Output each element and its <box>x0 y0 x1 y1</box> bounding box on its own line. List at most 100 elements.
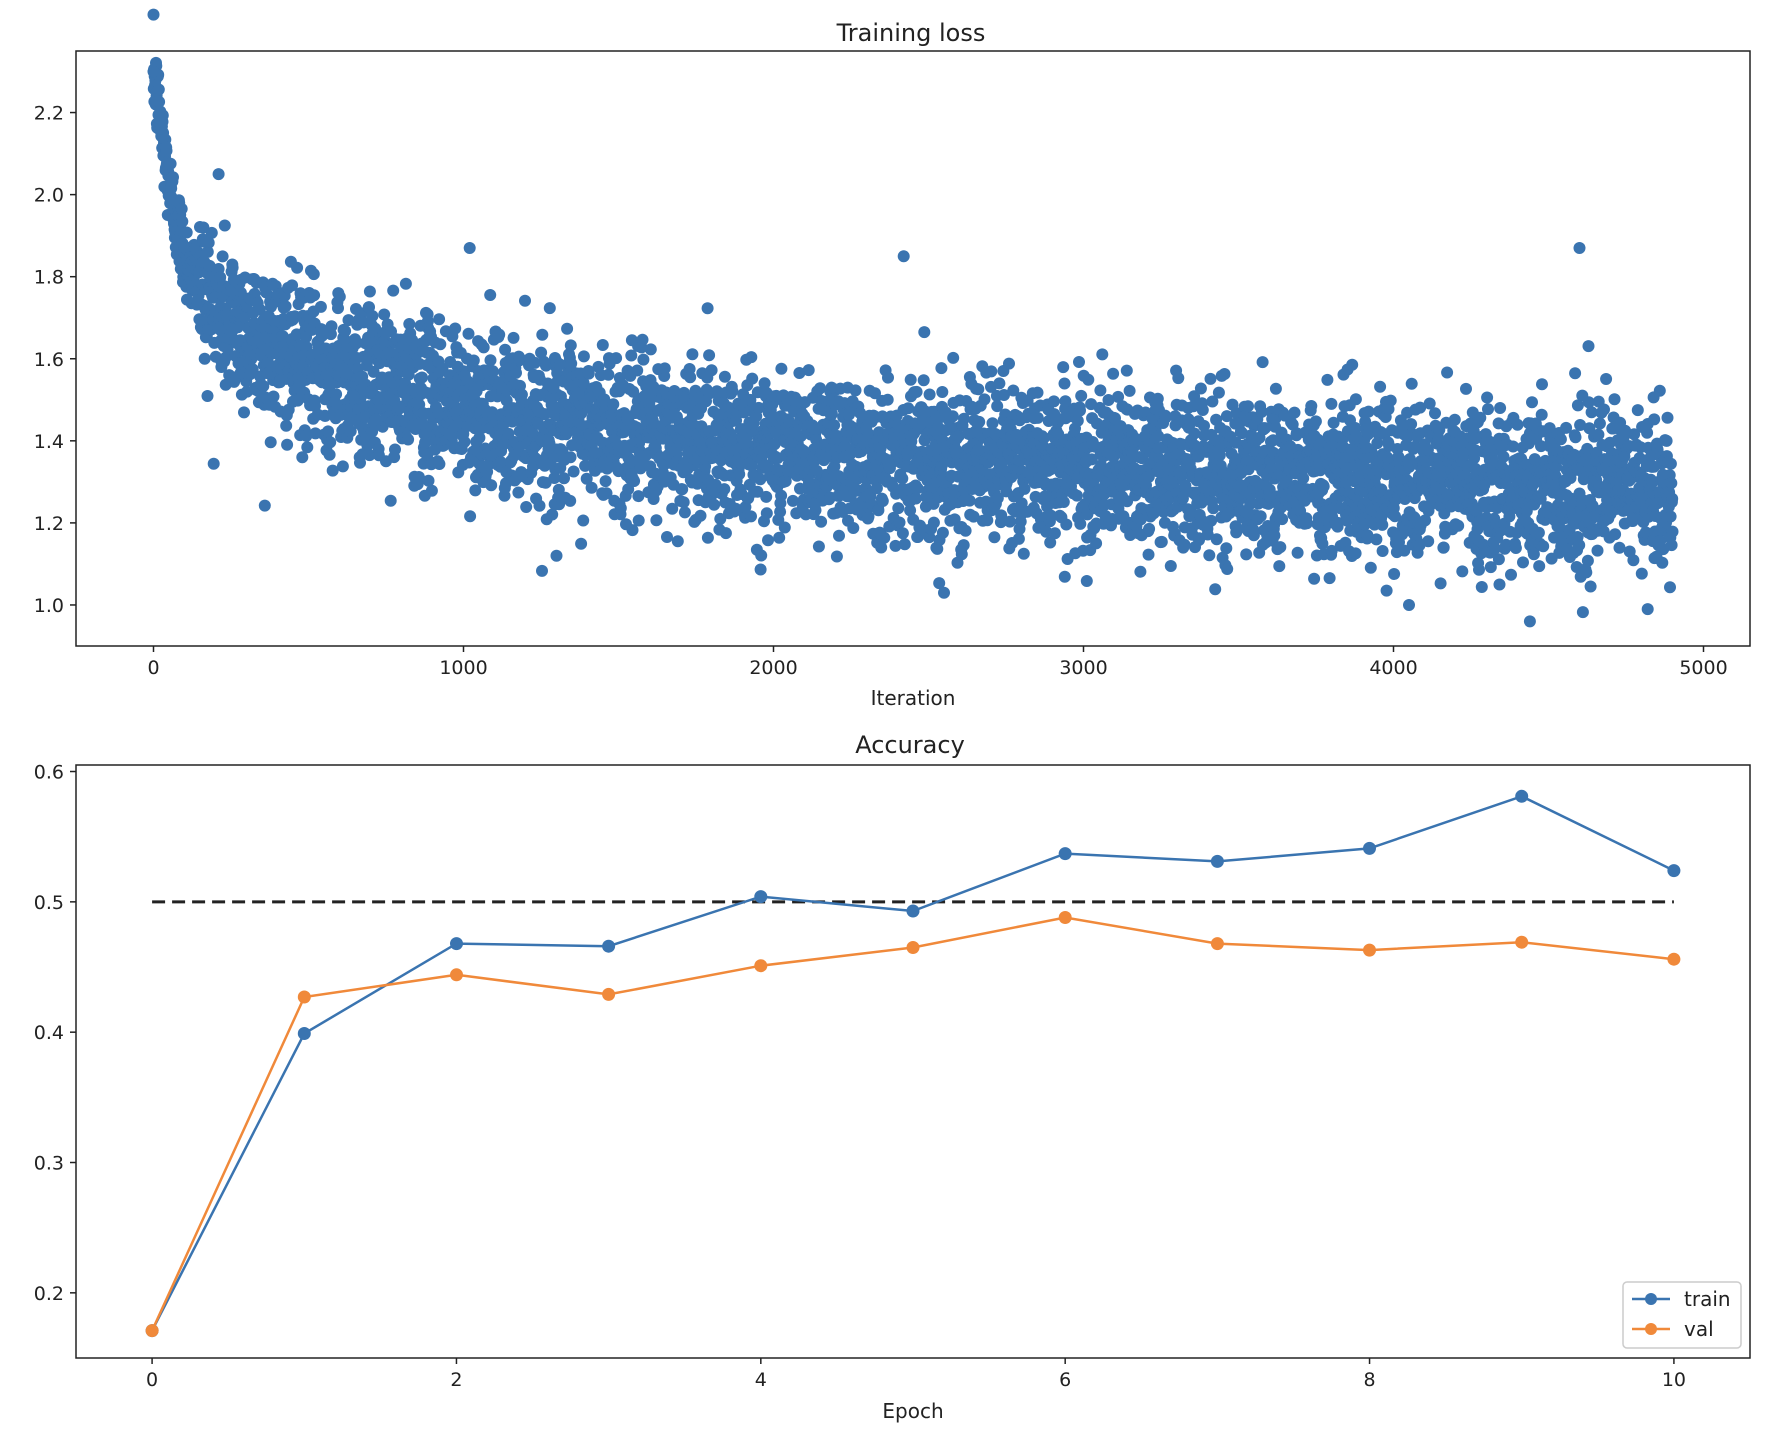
loss-point <box>1661 411 1674 424</box>
accuracy-x-tick-label: 2 <box>450 1369 462 1391</box>
loss-point <box>1242 400 1254 413</box>
loss-point <box>510 366 522 379</box>
loss-point <box>909 492 922 505</box>
loss-point <box>425 484 438 497</box>
loss-chart: Training loss 0 1000 2000 3000 4000 5000 1.01… <box>34 8 1751 710</box>
accuracy-y-tick-label: 0.4 <box>34 1022 64 1044</box>
loss-point <box>152 83 165 96</box>
loss-point <box>433 458 446 470</box>
loss-point <box>1460 382 1472 395</box>
loss-point <box>1581 554 1594 567</box>
loss-point <box>1082 373 1095 386</box>
accuracy-chart-title: Accuracy <box>855 731 965 759</box>
loss-point <box>600 487 613 500</box>
loss-point <box>1584 580 1597 593</box>
val-point <box>1058 911 1072 924</box>
loss-x-axis-label: Iteration <box>871 686 956 710</box>
loss-point <box>226 261 239 274</box>
loss-point <box>1107 367 1120 380</box>
loss-point <box>631 364 644 377</box>
loss-point <box>221 342 234 355</box>
loss-point <box>296 451 309 464</box>
loss-point <box>176 215 189 228</box>
loss-point <box>602 368 615 381</box>
loss-point <box>762 534 774 547</box>
loss-point <box>746 372 759 385</box>
loss-point <box>959 524 972 537</box>
loss-point <box>202 236 215 249</box>
loss-point <box>893 516 906 529</box>
loss-point <box>493 328 506 341</box>
loss-point <box>684 371 697 384</box>
loss-point <box>330 388 343 401</box>
loss-point <box>1048 527 1061 540</box>
val-point <box>1363 943 1376 957</box>
loss-point <box>1437 541 1450 554</box>
loss-point <box>596 339 609 351</box>
loss-point <box>973 415 986 428</box>
loss-point <box>1018 482 1031 495</box>
train-point <box>754 890 768 904</box>
loss-point <box>614 502 627 515</box>
loss-point <box>384 494 397 507</box>
loss-point <box>650 514 663 527</box>
loss-point <box>625 349 638 362</box>
loss-point <box>760 490 773 503</box>
loss-point <box>543 302 556 315</box>
loss-point <box>1591 544 1604 557</box>
loss-y-tick-label: 1.6 <box>34 349 64 371</box>
train-point <box>450 937 463 951</box>
loss-point <box>1269 382 1282 395</box>
loss-point <box>1494 402 1507 414</box>
loss-point <box>378 308 391 321</box>
loss-chart-title: Training loss <box>836 19 986 47</box>
loss-point <box>599 475 612 488</box>
loss-point <box>332 302 344 315</box>
train-point <box>1210 854 1224 868</box>
loss-point <box>628 475 641 487</box>
loss-point <box>701 302 714 315</box>
loss-point <box>577 514 590 527</box>
loss-point <box>1536 378 1548 391</box>
loss-point <box>1569 431 1582 444</box>
loss-point <box>1204 372 1217 385</box>
loss-y-tick-label: 1.2 <box>34 513 64 535</box>
train-point <box>1363 841 1376 855</box>
loss-point <box>963 494 976 507</box>
accuracy-y-tick-label: 0.2 <box>34 1283 64 1305</box>
loss-point <box>156 109 169 122</box>
loss-x-tick-label: 1000 <box>439 657 487 679</box>
loss-point <box>1074 404 1086 417</box>
loss-point <box>403 318 416 330</box>
loss-point <box>1164 560 1177 572</box>
loss-point <box>733 468 746 481</box>
loss-point <box>281 438 294 451</box>
loss-x-tick-label: 2000 <box>749 657 797 679</box>
loss-point <box>1509 542 1522 554</box>
loss-point <box>1580 566 1593 579</box>
loss-point <box>1405 377 1418 390</box>
loss-y-tick-label: 2.0 <box>34 185 64 207</box>
loss-point <box>1134 565 1147 578</box>
loss-point <box>1665 539 1678 552</box>
loss-point <box>1317 480 1330 493</box>
loss-point <box>1448 413 1461 426</box>
loss-point <box>1075 389 1088 402</box>
loss-point <box>267 390 280 403</box>
accuracy-y-tick-label: 0.5 <box>34 892 64 914</box>
loss-point <box>726 385 739 398</box>
accuracy-y-tick-label: 0.6 <box>34 762 64 784</box>
loss-point <box>585 481 598 494</box>
loss-point <box>1288 406 1301 419</box>
loss-point <box>1653 384 1666 397</box>
loss-point <box>1576 606 1589 619</box>
loss-point <box>637 353 650 366</box>
loss-point <box>904 373 917 386</box>
loss-point <box>686 348 699 361</box>
loss-point <box>947 351 960 364</box>
loss-point <box>1527 548 1540 561</box>
loss-point <box>467 354 480 367</box>
loss-point <box>258 499 271 512</box>
loss-point <box>718 483 731 496</box>
loss-point <box>473 431 486 444</box>
